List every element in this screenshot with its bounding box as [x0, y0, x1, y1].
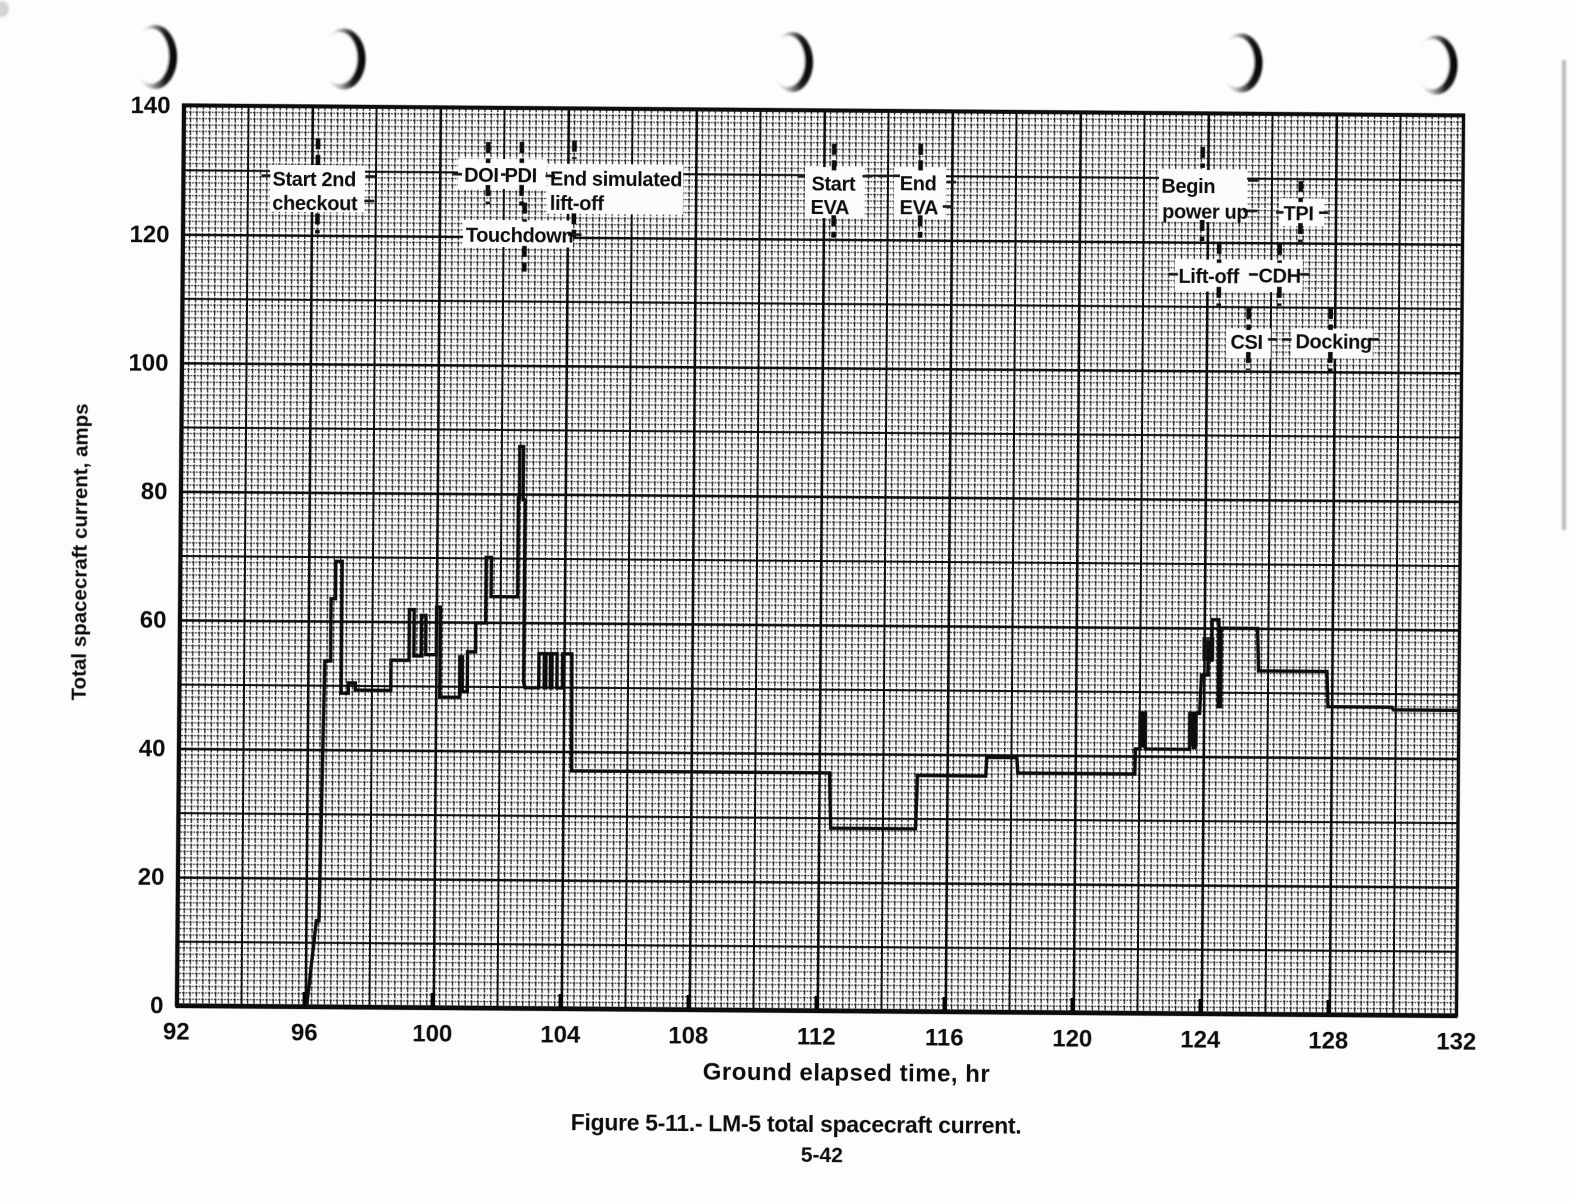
svg-text:Figure 5-11.- LM-5 total space: Figure 5-11.- LM-5 total spacecraft curr… — [571, 1109, 1022, 1139]
svg-text:140: 140 — [130, 92, 170, 119]
svg-text:EVA: EVA — [810, 197, 849, 219]
svg-text:Start: Start — [811, 173, 856, 195]
svg-text:100: 100 — [412, 1021, 452, 1048]
svg-text:checkout: checkout — [272, 193, 358, 216]
svg-text:20: 20 — [138, 864, 165, 891]
svg-text:End simulated: End simulated — [550, 168, 682, 191]
svg-text:CDH: CDH — [1258, 265, 1300, 287]
svg-text:60: 60 — [140, 607, 167, 634]
svg-text:92: 92 — [163, 1019, 190, 1046]
svg-text:96: 96 — [291, 1020, 318, 1047]
svg-text:Start 2nd: Start 2nd — [272, 169, 356, 192]
svg-text:120: 120 — [1052, 1026, 1092, 1053]
svg-text:CSI: CSI — [1230, 332, 1262, 354]
svg-text:Docking: Docking — [1295, 331, 1372, 354]
svg-text:End: End — [900, 173, 937, 195]
svg-text:132: 132 — [1436, 1029, 1476, 1056]
svg-text:power up: power up — [1162, 201, 1248, 224]
svg-text:116: 116 — [925, 1025, 964, 1052]
svg-text:120: 120 — [129, 221, 169, 248]
svg-text:Ground elapsed time, hr: Ground elapsed time, hr — [703, 1059, 991, 1088]
svg-text:0: 0 — [150, 992, 164, 1019]
svg-text:TPI: TPI — [1283, 203, 1313, 225]
svg-text:5-42: 5-42 — [801, 1144, 843, 1167]
svg-text:PDI: PDI — [504, 165, 536, 187]
svg-text:Lift-off: Lift-off — [1178, 266, 1239, 288]
svg-text:108: 108 — [668, 1023, 708, 1050]
svg-text:104: 104 — [540, 1022, 581, 1049]
svg-text:EVA: EVA — [899, 197, 938, 219]
svg-text:40: 40 — [139, 735, 166, 762]
svg-text:100: 100 — [128, 349, 168, 376]
svg-text:Begin: Begin — [1161, 176, 1215, 198]
svg-text:Touchdown: Touchdown — [466, 225, 574, 248]
svg-text:Total spacecraft current, amps: Total spacecraft current, amps — [68, 403, 93, 700]
svg-text:128: 128 — [1308, 1028, 1348, 1055]
svg-text:112: 112 — [797, 1024, 836, 1051]
svg-text:lift-off: lift-off — [550, 193, 605, 215]
svg-text:124: 124 — [1180, 1027, 1221, 1054]
svg-text:80: 80 — [141, 478, 168, 505]
svg-text:DOI: DOI — [464, 165, 499, 187]
